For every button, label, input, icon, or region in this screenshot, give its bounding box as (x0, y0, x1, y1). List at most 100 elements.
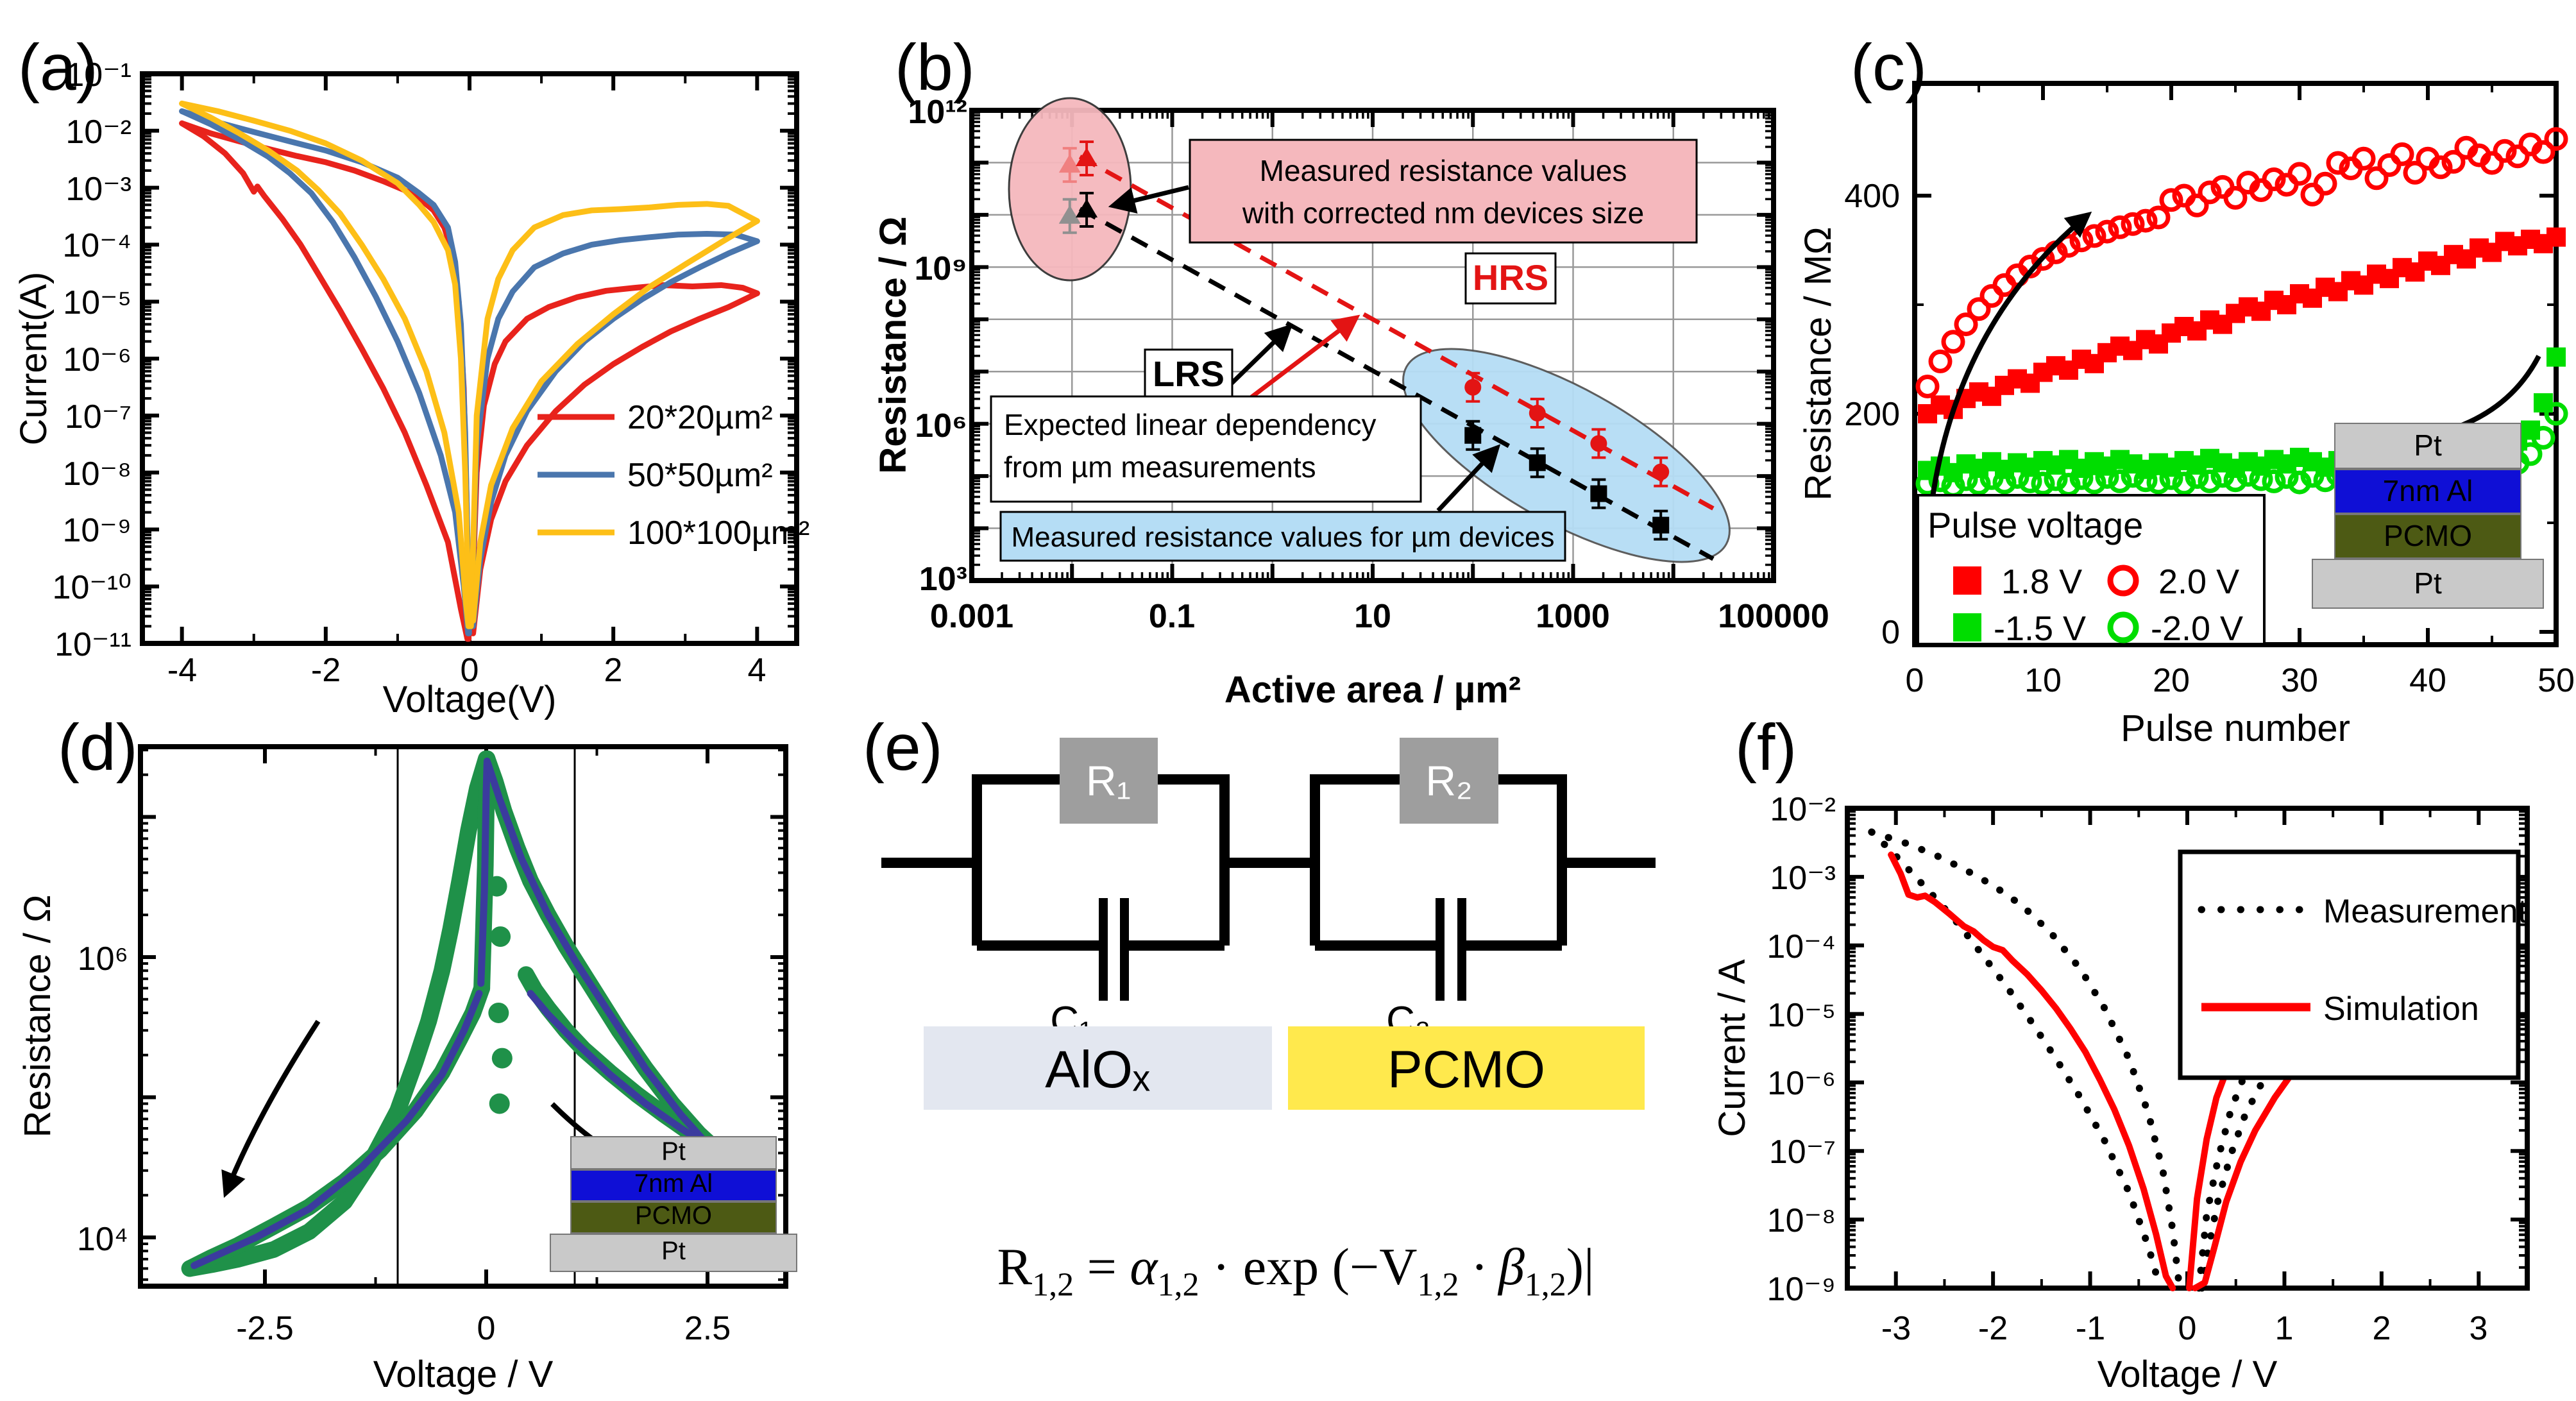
a-legend: 20*20µm² 50*50µm² 100*100µm² (538, 399, 809, 552)
f-ytick-labels: 10⁻² 10⁻³ 10⁻⁴ 10⁻⁵ 10⁻⁶ 10⁻⁷ 10⁻⁸ 10⁻⁹ (1767, 791, 1836, 1308)
b-xtick: 1000 (1536, 598, 1610, 635)
c-point--2.0 V (1928, 468, 1953, 493)
d-stack-pt-top (570, 1136, 777, 1169)
eq-r: R (997, 1237, 1033, 1296)
f-xtick: 3 (2470, 1310, 2488, 1347)
b-lrs-label: LRS (1153, 353, 1224, 394)
a-curve-50*50µm² (179, 108, 471, 636)
d-device-stack-inset: Pt 7nm Al PCMO Pt (550, 1136, 797, 1272)
c-point--2.0 V (2275, 465, 2299, 489)
f-ytick: 10⁻³ (1770, 860, 1836, 897)
a-ytick: 10⁻⁹ (62, 512, 131, 549)
f-ytick: 10⁻⁵ (1767, 997, 1836, 1034)
c-point-2.0 V (2313, 171, 2337, 196)
d-xtick: 0 (477, 1310, 496, 1347)
panel-label-c: (c) (1851, 31, 1927, 104)
d-data-curve (181, 750, 495, 1277)
c-legend-title: Pulse voltage (1928, 505, 2143, 545)
c-point-2.0 V (2428, 155, 2453, 180)
c-point-2.0 V (2493, 139, 2517, 163)
panel-label-f: (f) (1735, 711, 1797, 784)
c-point--1.5 V (2546, 347, 2566, 367)
f-ytick: 10⁻⁶ (1767, 1065, 1836, 1102)
eq-beta: · β (1459, 1237, 1525, 1296)
panel-d-resistance-voltage-plot: (d) Resistance / Ω Voltage / V 10⁶ 10⁴ -… (17, 711, 797, 1395)
c-point-2.0 V (2031, 247, 2055, 271)
d-arrow-left-sweep (221, 1019, 321, 1198)
b-xtick: 0.1 (1149, 598, 1195, 635)
c-point--2.0 V (2544, 402, 2568, 426)
c-point--2.0 V (2108, 469, 2132, 493)
e-c1-plate-left (1099, 898, 1108, 1001)
b-arrow-to-nm-ellipse (1108, 185, 1189, 214)
f-curve-Simulation (1888, 851, 2176, 1291)
c-point-2.0 V (2326, 151, 2350, 175)
panel-label-b: (b) (895, 31, 975, 104)
b-ann-expected-line2: from µm measurements (1004, 450, 1316, 484)
c-point-2.0 V (2121, 212, 2145, 236)
a-legend-label-50x50: 50*50µm² (627, 457, 773, 494)
d-fit-curve (191, 990, 483, 1269)
b-dashed-line (1078, 207, 1715, 561)
a-ylabel: Current(A) (13, 272, 55, 446)
a-xtick-labels: -4 -2 0 2 4 (167, 652, 767, 689)
f-xtick: -2 (1978, 1310, 2008, 1347)
panel-a-iv-plot: (a) Current(A) Voltage(V) 10⁻¹ 10⁻² 10⁻³… (13, 31, 809, 720)
e-c2-plate-left (1436, 898, 1445, 1001)
a-curve-100*100µm² (179, 100, 472, 629)
b-ann-um: Measured resistance values for µm device… (1011, 522, 1554, 553)
c-legend-marker-m2p0 (2107, 611, 2139, 643)
a-ytick: 10⁻⁴ (62, 227, 131, 264)
eq-alpha: α (1130, 1237, 1158, 1296)
c-point-2.0 V (2133, 208, 2158, 233)
b-xtick: 100000 (1718, 598, 1829, 635)
f-ytick: 10⁻⁸ (1767, 1202, 1836, 1239)
c-point--2.0 V (1992, 470, 2017, 495)
f-ytick: 10⁻⁴ (1767, 928, 1836, 965)
f-legend-label-simulation: Simulation (2323, 990, 2479, 1028)
eq-sub4: 1,2 (1524, 1266, 1566, 1303)
c-point--2.0 V (1954, 467, 1978, 491)
c-point-2.0 V (2544, 127, 2568, 151)
b-um-lrs-point (1464, 427, 1482, 444)
a-ytick: 10⁻⁶ (63, 341, 131, 378)
c-point-2.0 V (2505, 144, 2530, 169)
d-ytick-labels: 10⁶ 10⁴ (77, 940, 128, 1258)
eq-equals: = (1074, 1237, 1130, 1296)
b-arrow-to-um-ellipse (1436, 444, 1501, 513)
eq-sub1: 1,2 (1032, 1266, 1074, 1303)
b-um-hrs-point (1590, 435, 1607, 452)
f-ytick: 10⁻⁷ (1769, 1134, 1836, 1171)
a-ytick: 10⁻³ (65, 171, 131, 208)
c-point--2.0 V (2121, 464, 2145, 488)
f-xtick: -3 (1881, 1310, 1911, 1347)
b-ytick: 10⁹ (914, 250, 967, 287)
d-stack-pt-bottom-label: Pt (661, 1237, 686, 1265)
e-equation: R1,2 = α1,2 · exp (−V1,2 · β1,2)| (904, 1237, 1687, 1303)
b-nm-triangle (1058, 205, 1081, 224)
d-stack-pt-top-label: Pt (661, 1137, 686, 1166)
d-stack-pt-bottom (550, 1234, 797, 1272)
c-point-2.0 V (1915, 375, 1940, 398)
d-data-dot (488, 1002, 509, 1023)
e-pcmo-label: PCMO (1387, 1040, 1545, 1099)
a-ytick: 10⁻⁷ (65, 398, 131, 436)
b-annotation-box-corrected (1189, 139, 1698, 244)
b-annotation-box-um (999, 511, 1566, 562)
c-point-2.0 V (2351, 146, 2376, 171)
b-nm-triangle (1076, 198, 1098, 217)
b-annotation-box-expected (990, 395, 1422, 503)
d-data-dot (486, 876, 507, 897)
c-point--2.0 V (2031, 471, 2055, 496)
c-point-2.0 V (2403, 160, 2427, 185)
f-legend-box (2178, 849, 2521, 1080)
b-um-hrs-point (1529, 405, 1546, 422)
f-ytick: 10⁻⁹ (1767, 1271, 1836, 1308)
b-ann-corrected-line1: Measured resistance values (1260, 154, 1627, 187)
a-ytick: 10⁻¹¹ (55, 626, 131, 663)
c-point--2.0 V (1967, 471, 1991, 496)
c-point-1.8 V (2546, 227, 2566, 247)
a-curve-20*20µm² (179, 120, 471, 642)
a-curve-100*100µm² (179, 100, 471, 629)
c-point--2.0 V (2069, 466, 2094, 490)
